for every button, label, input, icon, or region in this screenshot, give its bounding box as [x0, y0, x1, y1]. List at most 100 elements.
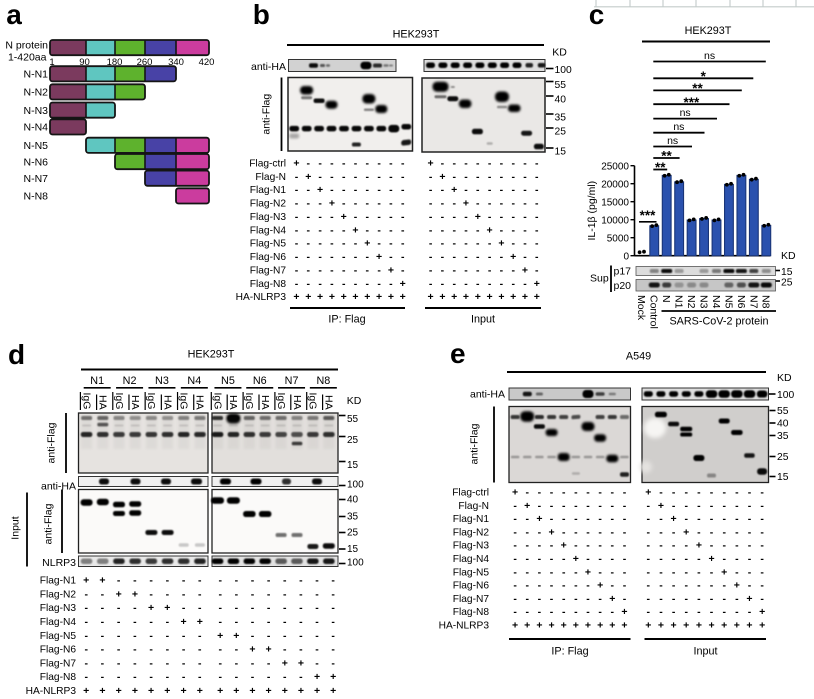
svg-text:+: +: [463, 198, 469, 210]
svg-text:40: 40: [347, 494, 359, 505]
svg-text:+: +: [217, 685, 223, 697]
svg-text:-: -: [464, 278, 468, 290]
svg-text:+: +: [376, 251, 382, 263]
svg-text:N4: N4: [187, 375, 201, 387]
svg-text:-: -: [523, 211, 527, 223]
svg-text:-: -: [535, 184, 539, 196]
svg-text:-: -: [500, 264, 504, 276]
svg-text:N3: N3: [155, 375, 169, 387]
svg-text:-: -: [342, 158, 346, 170]
svg-text:-: -: [672, 553, 676, 565]
svg-text:+: +: [734, 580, 740, 592]
svg-text:-: -: [117, 602, 121, 614]
svg-text:HA: HA: [129, 395, 141, 410]
svg-text:HA-NLRP3: HA-NLRP3: [26, 686, 77, 697]
svg-text:+: +: [233, 630, 239, 642]
svg-text:-: -: [283, 644, 287, 656]
svg-text:25: 25: [347, 527, 359, 538]
svg-text:-: -: [295, 198, 299, 210]
svg-text:-: -: [488, 278, 492, 290]
svg-text:-: -: [523, 184, 527, 196]
svg-text:-: -: [452, 278, 456, 290]
svg-text:+: +: [116, 588, 122, 600]
svg-text:+: +: [658, 620, 664, 632]
svg-text:-: -: [354, 158, 358, 170]
svg-text:-: -: [198, 671, 202, 683]
svg-text:-: -: [685, 593, 689, 605]
svg-text:Flag-N8: Flag-N8: [40, 672, 77, 683]
svg-text:-: -: [760, 500, 764, 512]
svg-text:-: -: [500, 184, 504, 196]
svg-text:-: -: [760, 593, 764, 605]
svg-text:-: -: [366, 278, 370, 290]
svg-text:-: -: [697, 526, 701, 538]
svg-text:35: 35: [555, 112, 567, 123]
svg-text:-: -: [452, 238, 456, 250]
svg-text:-: -: [441, 158, 445, 170]
svg-text:IgG: IgG: [307, 393, 319, 410]
svg-text:-: -: [307, 238, 311, 250]
svg-text:-: -: [598, 540, 602, 552]
svg-text:-: -: [307, 278, 311, 290]
svg-text:40: 40: [777, 419, 789, 430]
svg-text:KD: KD: [552, 47, 567, 59]
svg-text:-: -: [722, 500, 726, 512]
svg-text:100: 100: [347, 480, 364, 491]
svg-text:HA: HA: [161, 395, 173, 410]
svg-text:-: -: [331, 602, 335, 614]
svg-text:Flag-N1: Flag-N1: [453, 514, 490, 525]
svg-text:N-N3: N-N3: [23, 105, 48, 117]
svg-text:HA-NLRP3: HA-NLRP3: [236, 292, 287, 303]
svg-text:-: -: [84, 671, 88, 683]
svg-text:-: -: [331, 644, 335, 656]
svg-text:+: +: [266, 685, 272, 697]
svg-text:Flag-N4: Flag-N4: [250, 225, 287, 236]
svg-text:+: +: [573, 553, 579, 565]
svg-text:-: -: [623, 580, 627, 592]
svg-text:-: -: [710, 513, 714, 525]
svg-text:-: -: [476, 198, 480, 210]
svg-text:-: -: [133, 630, 137, 642]
svg-text:-: -: [476, 264, 480, 276]
svg-text:-: -: [500, 171, 504, 183]
svg-text:-: -: [748, 526, 752, 538]
svg-text:-: -: [342, 171, 346, 183]
svg-text:-: -: [235, 657, 239, 669]
svg-text:-: -: [523, 251, 527, 263]
svg-text:-: -: [315, 602, 319, 614]
svg-text:a: a: [6, 0, 22, 30]
svg-text:+: +: [498, 291, 504, 303]
svg-text:-: -: [697, 566, 701, 578]
svg-text:-: -: [748, 540, 752, 552]
svg-text:15000: 15000: [601, 197, 629, 208]
svg-text:-: -: [659, 593, 663, 605]
svg-text:Flag-N6: Flag-N6: [40, 645, 77, 656]
svg-text:-: -: [218, 616, 222, 628]
svg-text:Flag-N8: Flag-N8: [453, 607, 490, 618]
svg-text:-: -: [526, 540, 530, 552]
svg-text:-: -: [101, 602, 105, 614]
svg-text:-: -: [295, 211, 299, 223]
svg-text:0: 0: [623, 251, 629, 262]
svg-text:-: -: [500, 198, 504, 210]
svg-text:N-N8: N-N8: [23, 191, 48, 203]
svg-text:-: -: [318, 278, 322, 290]
svg-text:+: +: [352, 291, 358, 303]
svg-text:-: -: [735, 593, 739, 605]
svg-text:anti-Flag: anti-Flag: [469, 423, 481, 464]
svg-text:-: -: [511, 238, 515, 250]
svg-text:-: -: [401, 211, 405, 223]
svg-text:-: -: [562, 526, 566, 538]
svg-text:-: -: [429, 211, 433, 223]
svg-text:-: -: [623, 526, 627, 538]
svg-text:100: 100: [777, 390, 794, 401]
svg-text:-: -: [476, 278, 480, 290]
svg-text:-: -: [748, 606, 752, 618]
svg-text:-: -: [429, 251, 433, 263]
svg-text:-: -: [611, 540, 615, 552]
svg-text:-: -: [354, 238, 358, 250]
svg-text:-: -: [513, 553, 517, 565]
svg-text:Flag-N4: Flag-N4: [453, 554, 490, 565]
svg-text:-: -: [513, 540, 517, 552]
svg-text:-: -: [366, 264, 370, 276]
